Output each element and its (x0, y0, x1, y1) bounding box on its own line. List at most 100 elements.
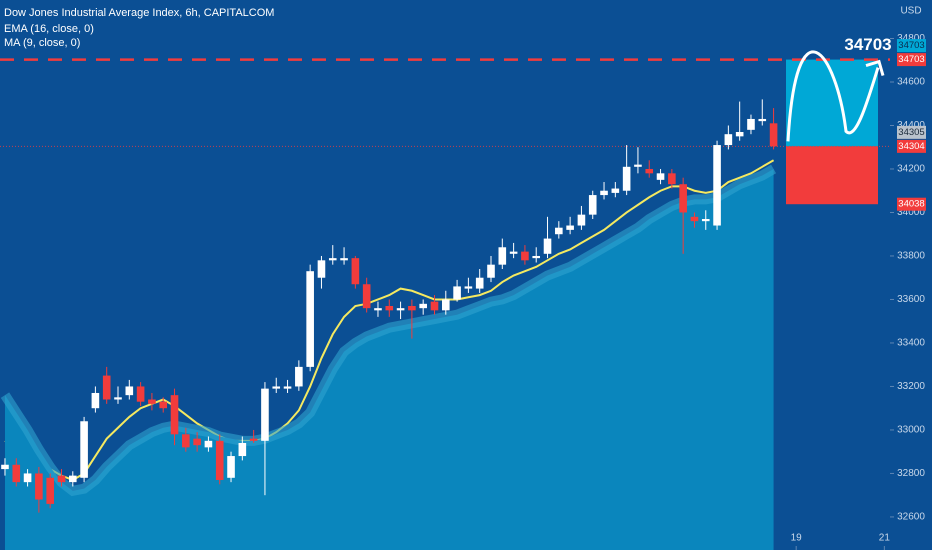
x-tick-label: 19 (791, 533, 803, 544)
y-tick-label: 33000 (897, 425, 925, 436)
y-tick-label: 34600 (897, 77, 925, 88)
price-label-bg (897, 197, 926, 211)
candle-body (532, 255, 541, 259)
price-label-bg (897, 53, 926, 67)
candle-body (475, 277, 484, 289)
candle-body (283, 386, 292, 389)
candle-body (170, 395, 179, 435)
price-label-bg (897, 139, 926, 153)
price-label: 34304 (898, 141, 924, 152)
candle-body (385, 305, 394, 311)
candle-body (91, 392, 100, 409)
candle-body (430, 301, 439, 311)
candle-body (351, 258, 360, 285)
candle-body (690, 216, 699, 222)
candle-body (114, 397, 122, 400)
candle-body (238, 443, 247, 457)
y-tick-label: 33600 (897, 294, 925, 305)
price-label: 34703 (898, 40, 924, 51)
candle-body (306, 271, 314, 367)
candle-body (453, 286, 461, 300)
candle-body (57, 475, 66, 483)
y-tick-label: 33400 (897, 338, 925, 349)
legend-entry: MA (9, close, 0) (4, 37, 80, 49)
forecast-arrow (786, 50, 880, 142)
y-tick-label: 32600 (897, 512, 925, 523)
candle-body (588, 195, 597, 215)
candle-body (735, 132, 744, 137)
price-label-bg (897, 39, 926, 53)
candle-body (509, 251, 518, 254)
candle-body (441, 299, 450, 311)
price-label: 34038 (898, 199, 924, 210)
ema-line (4, 159, 775, 482)
currency-label: USD (900, 6, 921, 17)
candle-body (80, 421, 88, 478)
x-tick-label: 21 (879, 533, 891, 544)
candle-body (566, 225, 574, 230)
candle-body (555, 227, 563, 235)
candle-body (328, 258, 337, 261)
candle-body (182, 434, 190, 448)
candle-body (204, 440, 213, 448)
candle-body (396, 308, 405, 311)
candle-body (35, 473, 43, 500)
candle-body (521, 251, 529, 261)
candle-body (713, 145, 721, 226)
candle-body (645, 168, 654, 174)
candle-body (419, 303, 427, 309)
candle-body (295, 366, 303, 387)
ma-band (0, 164, 777, 497)
candle-body (46, 477, 54, 504)
candle-body (701, 218, 710, 222)
candle-body (1, 464, 9, 470)
candle-body (668, 173, 676, 185)
candle-body (136, 386, 145, 402)
candle-body (656, 173, 665, 180)
y-tick-label: 32800 (897, 468, 925, 479)
candle-body (12, 464, 21, 483)
candle-body (159, 401, 168, 409)
candle-body (611, 188, 620, 193)
y-tick-label: 34400 (897, 120, 925, 131)
candle-body (362, 284, 371, 309)
candle-body (272, 386, 281, 389)
candle-body (543, 238, 552, 254)
candle-body (340, 258, 348, 261)
chart-title: Dow Jones Industrial Average Index, 6h, … (4, 7, 274, 19)
candle-body (23, 473, 32, 483)
y-tick-label: 34800 (897, 33, 925, 44)
candle-body (622, 166, 631, 191)
candle-body (261, 388, 269, 441)
candle-body (758, 118, 767, 122)
candle-body (600, 190, 608, 196)
candle-body (148, 399, 156, 404)
candle-body (193, 438, 201, 446)
candle-body (374, 308, 382, 311)
candle-body (102, 375, 111, 400)
candle-body (227, 456, 235, 478)
candle-body (724, 134, 733, 146)
candle-body (498, 247, 507, 265)
price-label-bg (897, 125, 926, 139)
y-tick-label: 33200 (897, 381, 925, 392)
candle-body (68, 475, 77, 483)
price-label: 34703 (898, 54, 924, 65)
price-label: 34305 (898, 127, 924, 138)
candle-body (634, 164, 642, 167)
candle-body (215, 440, 224, 480)
candle-body (317, 260, 326, 278)
candle-body (679, 184, 687, 213)
candle-body (747, 118, 755, 130)
legend-entry: EMA (16, close, 0) (4, 23, 94, 35)
y-tick-label: 33800 (897, 251, 925, 262)
candle-body (125, 386, 134, 396)
loss-zone (786, 146, 878, 205)
candle-body (249, 438, 258, 441)
candle-body (769, 123, 778, 147)
target-label: 34703 (844, 35, 891, 54)
y-tick-label: 34200 (897, 164, 925, 175)
candle-body (577, 214, 586, 226)
candle-body (487, 264, 495, 278)
